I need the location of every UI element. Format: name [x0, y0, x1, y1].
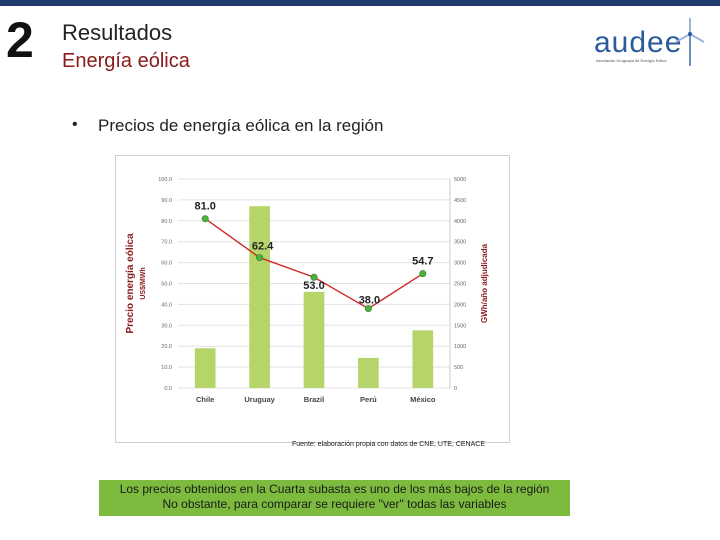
data-label: 38.0 [359, 295, 380, 307]
category-label: Brazil [304, 395, 324, 404]
conclusion-line-2: No obstante, para comparar se requiere "… [162, 497, 507, 511]
right-tick-label: 1500 [454, 323, 466, 329]
left-tick-label: 20.0 [161, 344, 172, 350]
category-label: Uruguay [244, 395, 275, 404]
category-label: Chile [196, 395, 214, 404]
price-point-méxico [419, 270, 427, 278]
right-tick-label: 2500 [454, 282, 466, 288]
price-point-chile [201, 215, 209, 223]
conclusion-line-1: Los precios obtenidos en la Cuarta subas… [119, 482, 550, 496]
left-tick-label: 90.0 [161, 198, 172, 204]
section-number: 2 [6, 12, 34, 68]
left-tick-label: 80.0 [161, 219, 172, 225]
right-tick-label: 4000 [454, 219, 466, 225]
right-tick-label: 2000 [454, 302, 466, 308]
left-tick-label: 60.0 [161, 261, 172, 267]
bullet-marker: • [72, 116, 78, 133]
right-tick-label: 4500 [454, 198, 466, 204]
source-note: Fuente: elaboración propia con datos de … [292, 441, 485, 448]
bar-perú [358, 357, 379, 388]
bar-chile [194, 348, 216, 388]
price-point-uruguay [256, 254, 264, 262]
category-label: México [410, 395, 436, 404]
right-axis-title: GWh/año adjudicada [480, 243, 489, 323]
category-label: Perú [360, 395, 377, 404]
data-label: 54.7 [412, 256, 433, 268]
bar-uruguay [249, 206, 270, 388]
left-tick-label: 40.0 [161, 302, 172, 308]
wind-turbine-icon [675, 18, 705, 66]
bullet-text: Precios de energía eólica en la región [98, 116, 384, 135]
left-tick-label: 100.0 [158, 177, 172, 183]
left-axis-unit: US$/MWh [140, 267, 147, 299]
top-accent-bar [0, 0, 720, 6]
left-tick-label: 10.0 [161, 365, 172, 371]
left-tick-label: 50.0 [161, 282, 172, 288]
data-label: 62.4 [252, 241, 274, 253]
bar-méxico [412, 330, 434, 388]
page-title: Resultados [62, 20, 173, 45]
right-tick-label: 3000 [454, 261, 466, 267]
price-point-brazil [310, 273, 318, 281]
left-tick-label: 0.0 [164, 386, 172, 392]
right-tick-label: 1000 [454, 344, 466, 350]
right-tick-label: 5000 [454, 177, 466, 183]
right-tick-label: 500 [454, 365, 463, 371]
data-label: 53.0 [303, 280, 324, 292]
data-label: 81.0 [194, 201, 215, 213]
page-subtitle: Energía eólica [62, 50, 190, 72]
price-chart: 81.0 62.4 53.0 38.0 54.7 0.0 10.0 20.0 30.0 40.0… [115, 155, 510, 443]
left-tick-label: 70.0 [161, 240, 172, 246]
left-axis-title: Precio energía eólica [125, 233, 136, 333]
chart-container: 81.0 62.4 53.0 38.0 54.7 0.0 10.0 20.0 30.0 40.0… [115, 155, 510, 443]
price-point-perú [364, 305, 372, 313]
right-tick-label: 0 [454, 386, 457, 392]
logo-tagline: Asociación Uruguaya de Energía Eólica [596, 58, 667, 63]
right-tick-label: 3500 [454, 240, 466, 246]
left-tick-label: 30.0 [161, 323, 172, 329]
logo-wordmark: audee [594, 26, 683, 59]
conclusion-box: Los precios obtenidos en la Cuarta subas… [99, 480, 570, 516]
audee-logo: audee Asociación Uruguaya de Energía Eól… [590, 16, 718, 72]
bar-brazil [303, 291, 325, 388]
